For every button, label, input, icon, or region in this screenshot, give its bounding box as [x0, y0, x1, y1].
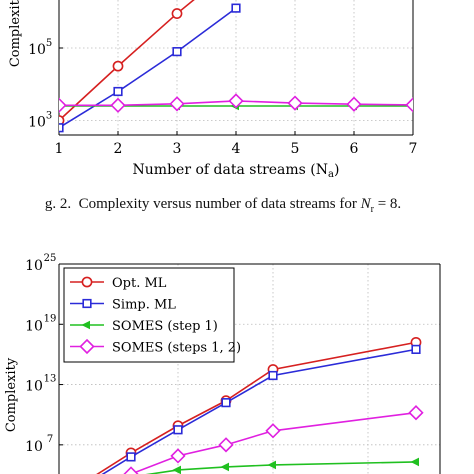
caption-sub: r	[370, 204, 374, 215]
legend-marker	[81, 276, 93, 288]
legend-entry-4: SOMES (steps 1, 2)	[112, 341, 241, 356]
y-tick-exponent: 5	[46, 38, 52, 49]
y-tick-exponent: 3	[46, 111, 52, 122]
data-point	[171, 8, 183, 19]
data-point	[268, 370, 278, 381]
legend-marker	[79, 338, 95, 355]
data-point	[411, 344, 421, 354]
x-tick-label: 4	[232, 141, 241, 157]
data-point	[218, 437, 234, 453]
y-tick-exponent: 7	[47, 434, 53, 445]
y-tick-label: 10	[25, 318, 43, 334]
legend: Opt. ML Simp. ML SOMES (step 1) SOMES (step…	[63, 267, 241, 363]
series-group	[59, 0, 413, 133]
data-point	[265, 423, 281, 439]
y-tick-exponent: 25	[44, 253, 57, 264]
data-point	[267, 460, 276, 470]
y-tick-label: 10	[25, 379, 43, 395]
data-point	[113, 86, 123, 97]
data-point	[59, 123, 64, 133]
caption-var: N	[360, 196, 371, 212]
data-point	[220, 462, 229, 472]
data-point	[112, 60, 124, 72]
data-point	[126, 452, 136, 462]
data-point	[110, 97, 126, 113]
legend-entry-1: Opt. ML	[112, 276, 167, 291]
data-point	[169, 96, 185, 112]
x-tick-label: 1	[55, 141, 64, 157]
y-tick-label: 10	[28, 115, 46, 131]
series-line-3	[145, 461, 417, 474]
legend-entry-2: Simp. ML	[112, 298, 176, 313]
x-tick-label: 5	[291, 141, 300, 157]
legend-marker	[81, 320, 90, 330]
caption-prefix: g. 2.	[44, 196, 72, 212]
x-tick-label: 3	[173, 141, 182, 157]
legend-entry-3: SOMES (step 1)	[112, 319, 218, 334]
y-tick-exponent: 19	[44, 313, 57, 324]
data-point	[170, 448, 186, 464]
x-axis-label: Number of data streams (Na)	[133, 162, 340, 180]
data-point	[172, 47, 182, 57]
y-tick-exponent: 13	[44, 374, 57, 385]
data-point	[173, 425, 183, 435]
caption-text: Complexity versus number of data streams…	[78, 196, 357, 212]
series-group	[96, 336, 424, 474]
data-point	[231, 3, 241, 13]
x-tick-label: 7	[409, 141, 418, 157]
y-tick-label: 10	[28, 42, 46, 58]
data-point	[410, 457, 419, 467]
data-point	[405, 97, 413, 113]
data-point	[221, 398, 231, 408]
y-axis-label: Complexity	[4, 357, 19, 432]
data-point	[172, 465, 181, 474]
series-line-2	[101, 348, 417, 474]
data-point	[228, 93, 244, 109]
series-line-2	[59, 7, 237, 129]
series-line-1	[59, 0, 195, 122]
caption-rest: = 8.	[373, 196, 402, 212]
x-tick-label: 6	[350, 141, 359, 157]
legend-marker	[82, 298, 92, 309]
data-point	[346, 96, 362, 112]
series-line-1	[96, 341, 417, 474]
y-axis-label: Complexity	[8, 0, 23, 67]
data-point	[59, 97, 67, 113]
data-point	[123, 466, 139, 474]
figure-caption: g. 2. Complexity versus number of data s…	[0, 196, 474, 215]
series-line-4	[126, 411, 417, 474]
data-point	[408, 405, 424, 421]
x-tick-label: 2	[114, 141, 123, 157]
data-point	[287, 95, 303, 111]
y-tick-label: 10	[25, 439, 43, 455]
y-tick-label: 10	[25, 258, 43, 274]
